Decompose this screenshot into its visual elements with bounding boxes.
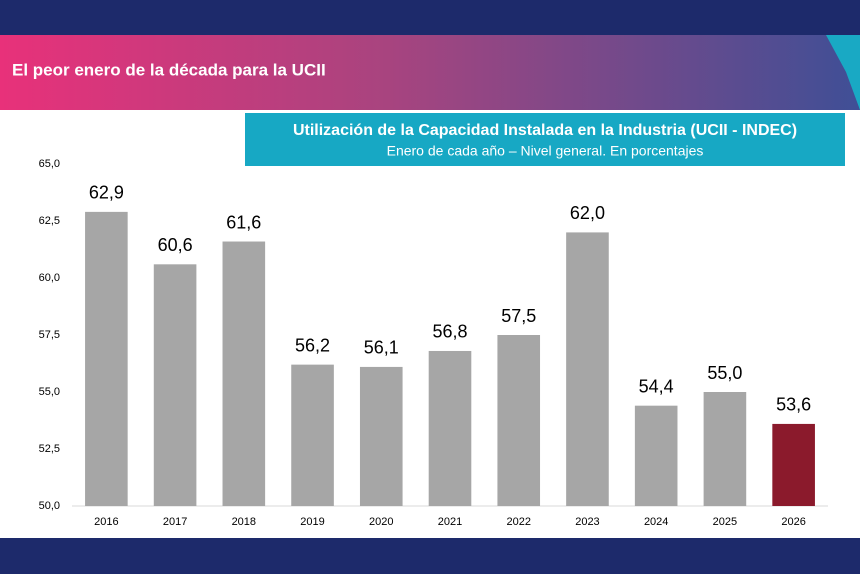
- value-label: 62,0: [570, 203, 605, 223]
- value-label: 56,1: [364, 338, 399, 358]
- bar: [566, 232, 609, 506]
- chart-title: Utilización de la Capacidad Instalada en…: [293, 122, 797, 139]
- x-tick-label: 2023: [575, 516, 599, 528]
- y-tick-label: 65,0: [39, 158, 60, 170]
- bar: [85, 211, 128, 506]
- value-label: 57,5: [501, 306, 536, 326]
- value-label: 62,9: [89, 183, 124, 203]
- y-tick-label: 57,5: [39, 329, 60, 341]
- value-label: 56,8: [432, 322, 467, 342]
- bar: [222, 241, 266, 506]
- x-tick-label: 2019: [300, 516, 324, 528]
- header-accent: [826, 35, 860, 110]
- bar: [703, 392, 747, 506]
- x-tick-label: 2020: [369, 516, 393, 528]
- y-tick-label: 50,0: [39, 500, 60, 512]
- bar: [428, 350, 472, 506]
- bar: [153, 264, 197, 506]
- x-tick-label: 2022: [506, 516, 530, 528]
- y-tick-label: 62,5: [39, 215, 60, 227]
- bar: [772, 423, 815, 506]
- value-label: 56,2: [295, 335, 330, 355]
- chart-title-box: [245, 113, 845, 166]
- value-label: 53,6: [776, 395, 811, 415]
- x-tick-label: 2017: [163, 516, 187, 528]
- y-tick-label: 52,5: [39, 443, 60, 455]
- header-bar: [0, 35, 860, 110]
- x-tick-label: 2026: [781, 516, 805, 528]
- chart-subtitle: Enero de cada año – Nivel general. En po…: [387, 143, 704, 159]
- bar: [291, 364, 334, 506]
- header-title: El peor enero de la década para la UCII: [12, 60, 326, 79]
- x-tick-label: 2021: [438, 516, 462, 528]
- x-tick-label: 2025: [713, 516, 737, 528]
- bar: [497, 335, 541, 506]
- value-label: 55,0: [707, 363, 742, 383]
- x-tick-label: 2018: [232, 516, 256, 528]
- y-tick-label: 60,0: [39, 272, 60, 284]
- y-tick-label: 55,0: [39, 386, 60, 398]
- bar: [359, 366, 403, 506]
- value-label: 61,6: [226, 212, 261, 232]
- x-tick-label: 2024: [644, 516, 668, 528]
- value-label: 54,4: [639, 376, 674, 396]
- bar: [634, 405, 678, 506]
- value-label: 60,6: [158, 235, 193, 255]
- x-tick-label: 2016: [94, 516, 118, 528]
